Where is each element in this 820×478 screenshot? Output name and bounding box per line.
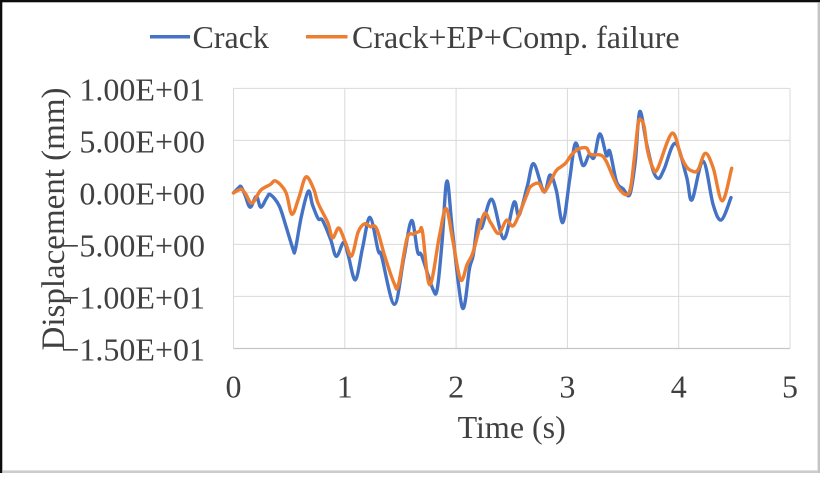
svg-text:0.00E+00: 0.00E+00 (79, 175, 205, 211)
svg-text:1: 1 (337, 369, 353, 405)
svg-text:0: 0 (226, 369, 242, 405)
svg-text:−1.50E+01: −1.50E+01 (61, 332, 205, 368)
svg-text:2: 2 (448, 369, 464, 405)
svg-text:−5.00E+00: −5.00E+00 (61, 227, 205, 263)
svg-text:Crack+EP+Comp. failure: Crack+EP+Comp. failure (352, 19, 680, 55)
svg-text:Crack: Crack (193, 19, 269, 55)
svg-text:3: 3 (559, 369, 575, 405)
svg-text:−1.00E+01: −1.00E+01 (61, 279, 205, 315)
svg-text:1.00E+01: 1.00E+01 (79, 71, 205, 107)
svg-text:5.00E+00: 5.00E+00 (79, 123, 205, 159)
svg-text:Displacement (mm): Displacement (mm) (36, 87, 72, 350)
svg-text:5: 5 (782, 369, 798, 405)
svg-text:4: 4 (671, 369, 687, 405)
svg-text:Time (s): Time (s) (458, 409, 566, 445)
